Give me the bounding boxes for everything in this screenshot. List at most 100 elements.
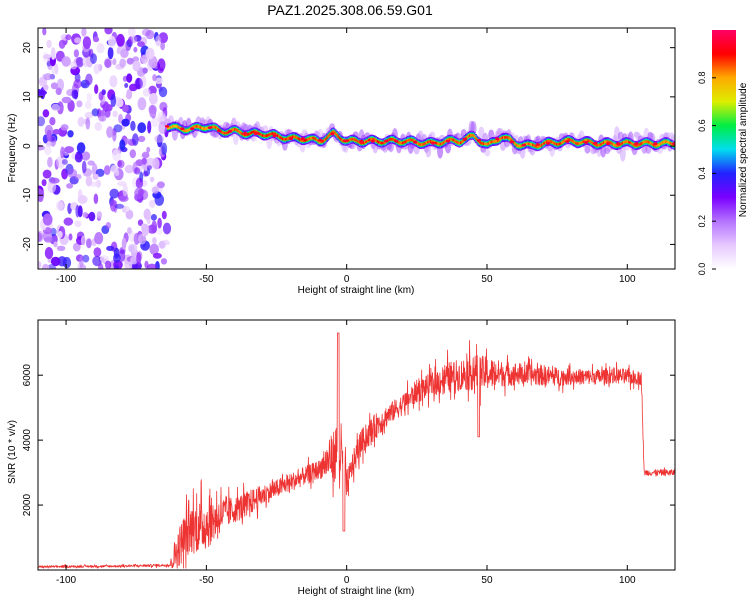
colorbar-ticks: 0.0 0.2 0.4 0.6 0.8 [697,72,716,275]
spectrogram-noise-blob [109,188,119,199]
spectrogram-noise-blob [134,167,141,175]
spectrogram-noise-blob [156,227,163,235]
spectrogram-ridge-cell [348,138,351,142]
spectrogram-ridge-cell [516,144,519,147]
spectrogram-ridge-cell [324,137,327,141]
spectrogram-ridge-cell [573,141,576,144]
spectrogram-ridge-cell [381,141,384,145]
colorbar-tick-label: 0.6 [697,119,707,132]
spectrogram-ridge-cell [578,142,581,145]
spectrogram-ridge-cell [404,140,407,144]
spectrogram-noise-blob [150,214,157,221]
spectrogram-ridge-cell [223,131,226,135]
y-tick-label: 4000 [22,429,33,452]
spectrogram-ridge-cell [338,136,341,140]
spectrogram-noise-blob [76,142,86,154]
spectrogram-ridge-cell [251,130,254,134]
spectrogram-ridge-cell [317,139,319,143]
spectrogram-ridge-cell [205,127,207,130]
spectrogram-noise-blob [116,33,125,47]
spectrogram-noise-blob [126,57,134,65]
spectrogram-ridge-cell [500,136,503,140]
spectrogram-ridge-cell [664,140,667,143]
spectrogram-ridge-cell [596,144,598,147]
spectrogram-noise-blob [84,100,92,109]
spectrogram-ridge-cell [426,141,428,144]
spectrogram-noise-blob [87,160,95,166]
spectrogram-noise-blob [84,111,94,119]
y-tick-label: 0 [22,143,33,149]
spectrogram-ridge-cell [407,139,409,142]
spectrogram-ridge-cell [271,132,274,135]
spectrogram-ridge-cell [518,144,520,148]
spectrogram-ridge-cell [354,138,356,141]
spectrogram-noise-blob [133,46,138,53]
spectrogram-ridge-cell [595,143,597,147]
spectrogram-noise-blob [126,73,133,83]
snr-frame [37,319,676,571]
spectrogram-noise-blob [44,236,53,243]
spectrogram-ridge-cell [653,143,655,147]
spectrogram-ridge-cell [486,142,489,146]
spectrogram-ridge-cell [670,142,673,146]
spectrogram-ridge-cell [393,138,395,141]
spectrogram-noise-blob [64,146,74,154]
colorbar-tick-label: 0.8 [697,72,707,85]
spectrogram-ridge-cell [177,125,179,129]
spectrogram-ridge-cell [466,136,468,139]
spectrogram-ridge-cell [294,135,297,139]
spectrogram-hotspot [535,143,540,146]
spectrogram-ridge-cell [643,140,645,144]
spectrogram-noise-blob [42,28,47,36]
spectrogram-noise-blob [161,239,170,246]
spectrogram-hotspot [359,139,364,143]
spectrogram-ridge-cell [402,141,404,145]
spectrogram-ridge-cell [625,140,628,143]
spectrogram-hotspot [445,139,451,143]
spectrogram-ridge-cell [562,140,564,144]
spectrogram-ridge-cell [453,139,456,142]
spectrogram-noise-blob [55,87,62,96]
spectrogram-noise-blob [124,83,129,88]
spectrogram-ridge-cell [314,137,317,141]
spectrogram-ridge-cell [537,145,539,148]
spectrogram-ridge-cell [376,140,379,143]
spectrogram-ridge-cell [295,136,298,139]
spectrogram-hotspot [242,131,248,135]
spectrogram-noise-blob [99,255,109,263]
spectrogram-noise-blob [98,115,107,122]
spectrogram-ridge-cell [184,129,187,133]
spectrogram-y-ticks: -20 -10 0 10 20 [22,42,675,252]
spectrogram-ridge-cell [328,133,331,137]
spectrogram-ridge-cell [482,142,485,145]
spectrogram-ridge-cell [361,141,364,145]
spectrogram-noise-blob [82,212,88,218]
spectrogram-ridge-cell [509,137,511,140]
spectrogram-noise-blob [61,159,68,165]
spectrogram-ridge-cell [213,125,216,129]
spectrogram-ridge-cell [206,126,208,130]
spectrogram-noise-blob [93,36,100,43]
spectrogram-ridge-cell [261,134,264,137]
spectrogram-ridge-cell [496,139,499,143]
spectrogram-ridge-cell [438,142,441,146]
spectrogram-ridge-cell [504,136,506,139]
spectrogram-noise-blob [156,181,165,189]
spectrogram-ridge-cell [418,142,420,146]
spectrogram-ridge-cell [360,141,362,145]
spectrogram-ridge-cell [236,129,239,132]
spectrogram-ridge-cell [356,139,359,143]
spectrogram-hotspot [384,139,389,143]
spectrogram-noise-blob [107,46,114,60]
spectrogram-noise-blob [73,79,82,89]
spectrogram-ridge-cell [542,142,544,146]
spectrogram-ridge-cell [569,138,572,142]
spectrogram-noise-blob [47,156,53,168]
spectrogram-noise-blob [110,164,119,174]
spectrogram-noise-blob [141,223,150,236]
spectrogram-ridge-cell [380,141,383,145]
spectrogram-noise-blob [38,140,42,147]
spectrogram-hotspot [394,139,399,143]
spectrogram-ridge-cell [561,141,563,144]
spectrogram-ridge-cell [276,134,279,137]
